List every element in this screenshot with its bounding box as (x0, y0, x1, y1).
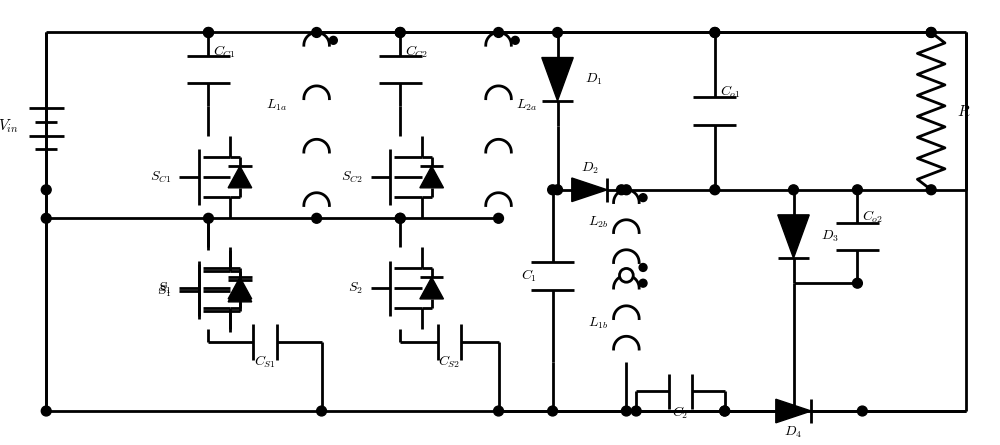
Circle shape (621, 185, 631, 195)
Text: $C_{C2}$: $C_{C2}$ (405, 44, 428, 60)
Text: $C_{o1}$: $C_{o1}$ (720, 83, 740, 100)
Text: $S_1$: $S_1$ (157, 280, 171, 296)
Text: $C_{C1}$: $C_{C1}$ (213, 44, 236, 60)
Text: $L_{1b}$: $L_{1b}$ (588, 316, 609, 331)
Circle shape (639, 263, 647, 271)
Circle shape (720, 406, 730, 416)
Circle shape (789, 406, 798, 416)
Text: $D_4$: $D_4$ (784, 425, 803, 441)
Text: $C_{S1}$: $C_{S1}$ (254, 354, 276, 370)
Polygon shape (420, 166, 443, 188)
Circle shape (494, 28, 503, 37)
Polygon shape (776, 399, 811, 423)
Polygon shape (420, 277, 443, 299)
Text: $D_3$: $D_3$ (821, 229, 839, 244)
Polygon shape (542, 57, 573, 101)
Circle shape (926, 28, 936, 37)
Circle shape (395, 28, 405, 37)
Circle shape (511, 36, 519, 44)
Circle shape (395, 214, 405, 223)
Circle shape (639, 194, 647, 202)
Polygon shape (572, 178, 607, 202)
Polygon shape (228, 280, 252, 302)
Circle shape (853, 185, 862, 195)
Circle shape (710, 28, 720, 37)
Circle shape (395, 214, 405, 223)
Circle shape (317, 406, 326, 416)
Text: $S_2$: $S_2$ (348, 280, 363, 296)
Polygon shape (228, 277, 252, 299)
Circle shape (639, 279, 647, 287)
Text: $L_{1a}$: $L_{1a}$ (266, 98, 287, 113)
Circle shape (926, 28, 936, 37)
Circle shape (553, 185, 562, 195)
Circle shape (494, 214, 503, 223)
Text: $C_{S2}$: $C_{S2}$ (438, 354, 460, 370)
Circle shape (631, 406, 641, 416)
Circle shape (312, 214, 322, 223)
Circle shape (41, 406, 51, 416)
Circle shape (395, 28, 405, 37)
Circle shape (857, 406, 867, 416)
Text: $S_{C2}$: $S_{C2}$ (341, 169, 363, 185)
Text: $D_2$: $D_2$ (581, 161, 598, 176)
Circle shape (548, 406, 558, 416)
Circle shape (720, 406, 730, 416)
Circle shape (853, 278, 862, 288)
Circle shape (621, 406, 631, 416)
Circle shape (548, 185, 558, 195)
Text: $R$: $R$ (957, 104, 970, 119)
Circle shape (789, 185, 798, 195)
Circle shape (41, 185, 51, 195)
Circle shape (312, 28, 322, 37)
Polygon shape (228, 166, 252, 188)
Text: $C_{o2}$: $C_{o2}$ (862, 209, 883, 225)
Circle shape (789, 406, 798, 416)
Text: $C_2$: $C_2$ (672, 405, 689, 421)
Circle shape (494, 406, 503, 416)
Circle shape (710, 185, 720, 195)
Text: $L_{2a}$: $L_{2a}$ (516, 98, 537, 113)
Text: $D_1$: $D_1$ (585, 72, 603, 87)
Circle shape (204, 28, 213, 37)
Text: $L_{2b}$: $L_{2b}$ (588, 215, 609, 231)
Circle shape (553, 28, 562, 37)
Circle shape (41, 214, 51, 223)
Polygon shape (778, 215, 809, 258)
Circle shape (204, 28, 213, 37)
Circle shape (329, 36, 337, 44)
Circle shape (710, 28, 720, 37)
Text: $S_1$: $S_1$ (157, 283, 171, 299)
Text: $S_{C1}$: $S_{C1}$ (150, 169, 171, 185)
Circle shape (926, 185, 936, 195)
Text: $C_1$: $C_1$ (521, 267, 537, 284)
Circle shape (619, 268, 633, 282)
Text: $V_{in}$: $V_{in}$ (0, 117, 19, 135)
Circle shape (204, 214, 213, 223)
Circle shape (617, 185, 626, 195)
